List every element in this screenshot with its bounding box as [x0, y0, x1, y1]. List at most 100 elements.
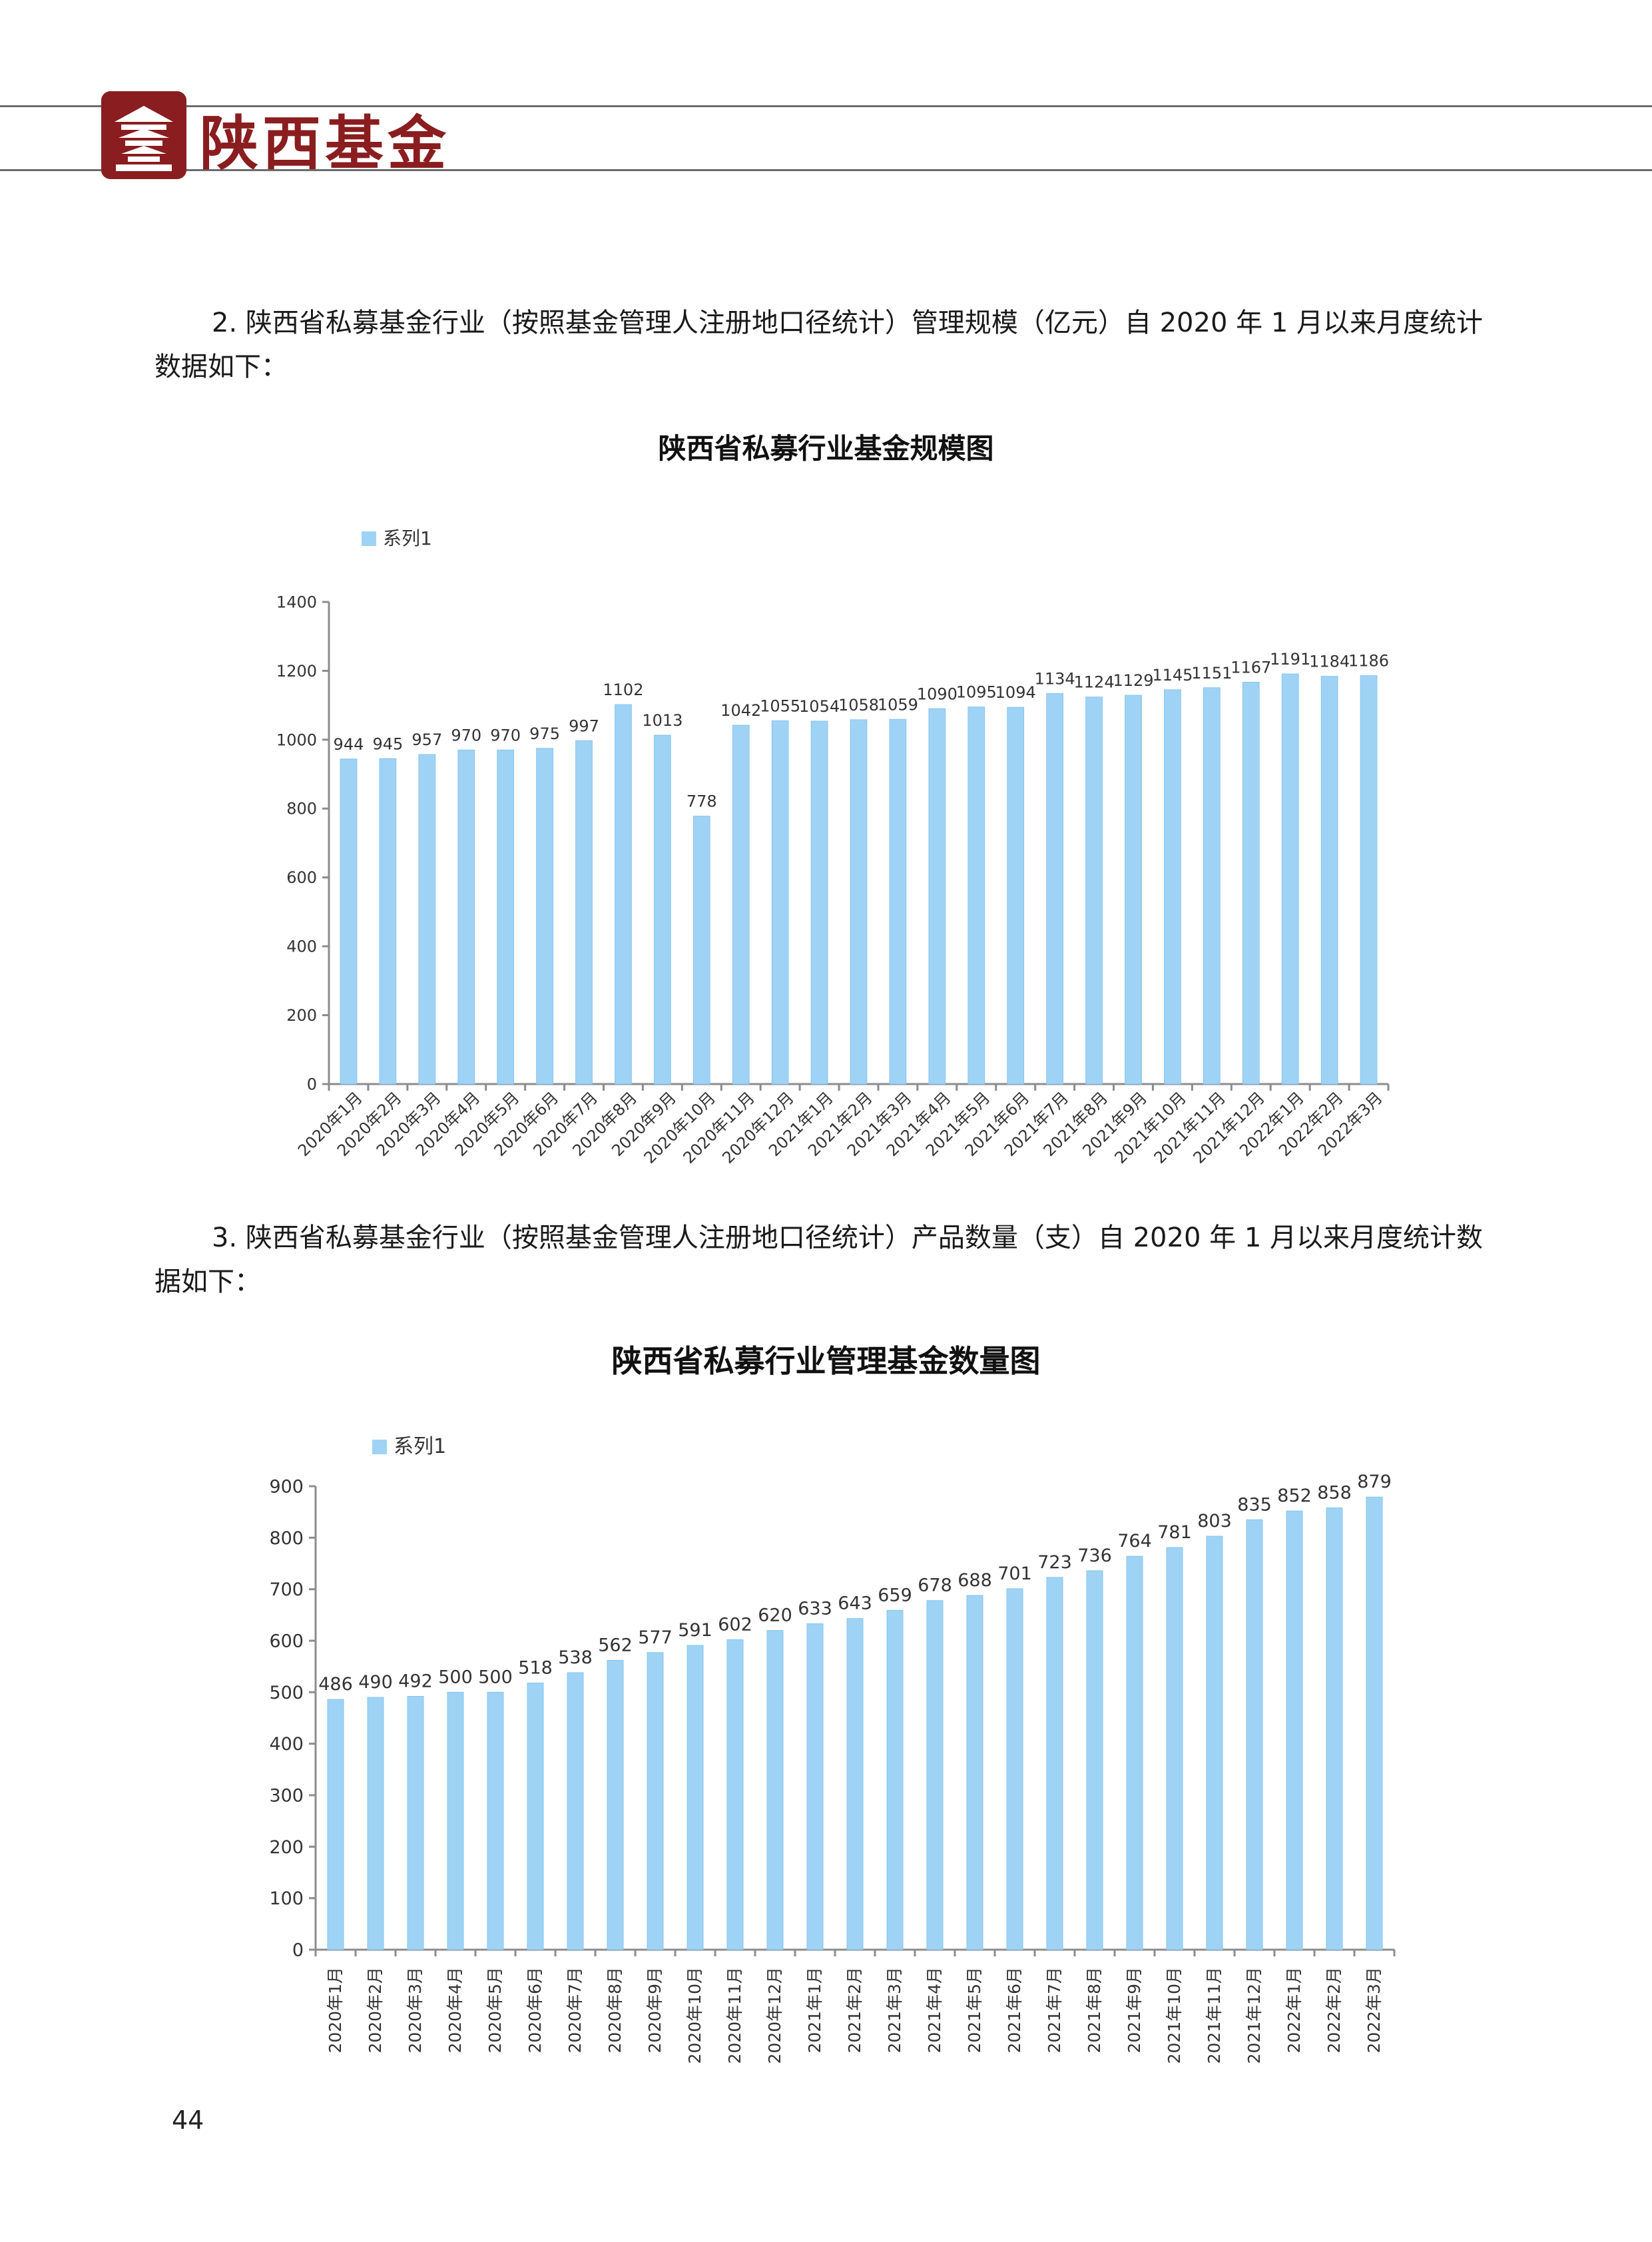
data-label: 490: [358, 1672, 393, 1693]
bar: [1360, 675, 1378, 1085]
bar: [846, 1618, 864, 1950]
bar: [1125, 695, 1142, 1085]
data-label: 500: [438, 1667, 473, 1687]
bar: [653, 734, 671, 1085]
data-label: 970: [451, 726, 481, 744]
data-label: 1167: [1231, 658, 1271, 677]
y-tick-label: 800: [286, 800, 317, 818]
data-label: 486: [318, 1674, 353, 1695]
data-label: 1013: [642, 711, 683, 730]
brand-name: 陕西基金: [200, 109, 451, 178]
header-rule-bottom: [0, 169, 1652, 171]
data-label: 778: [687, 792, 717, 811]
data-label: 538: [558, 1647, 593, 1668]
paragraph-product-count: 3. 陕西省私募基金行业（按照基金管理人注册地口径统计）产品数量（支）自 202…: [154, 1223, 1483, 1297]
data-label: 1129: [1113, 671, 1153, 690]
category-label: 2021年10月: [1165, 1967, 1184, 2064]
brand-logo: [101, 91, 186, 179]
bar: [575, 740, 593, 1085]
category-label: 2021年11月: [1205, 1967, 1224, 2064]
category-label: 2022年1月: [1284, 1967, 1304, 2054]
bar: [487, 1691, 504, 1950]
bar: [771, 720, 789, 1085]
data-label: 492: [398, 1671, 433, 1692]
data-label: 1058: [838, 696, 879, 714]
bar: [1281, 673, 1299, 1085]
y-tick-label: 100: [269, 1888, 304, 1909]
bar: [607, 1659, 624, 1950]
chart1-title: 陕西省私募行业基金规模图: [658, 432, 994, 465]
data-label: 944: [334, 735, 364, 754]
data-label: 678: [918, 1575, 952, 1596]
data-label: 602: [718, 1614, 752, 1635]
category-label: 2020年9月: [645, 1967, 665, 2054]
pagoda-icon: [101, 91, 186, 179]
category-label: 2021年6月: [1005, 1967, 1024, 2054]
bar: [1320, 676, 1338, 1085]
bar: [1326, 1507, 1343, 1950]
bar: [647, 1652, 664, 1950]
bar: [886, 1609, 904, 1950]
bar: [966, 1595, 983, 1950]
y-tick-label: 0: [292, 1940, 304, 1960]
fund-count-chart: 系列1 0 100 200 300 400 500 600 700 800 900 486 2020年1…: [269, 1435, 1396, 2064]
bar: [1203, 687, 1221, 1085]
bar: [1085, 697, 1103, 1085]
data-label: 1094: [995, 683, 1036, 702]
data-label: 1184: [1309, 653, 1350, 671]
bar: [967, 706, 985, 1085]
category-label: 2021年7月: [1045, 1967, 1064, 2054]
data-label: 1059: [878, 695, 918, 714]
bar: [418, 754, 436, 1085]
data-label: 620: [758, 1605, 792, 1626]
data-label: 1151: [1191, 664, 1232, 683]
category-label: 2021年2月: [845, 1967, 864, 2054]
bar: [1086, 1570, 1103, 1950]
data-label: 1054: [799, 697, 840, 716]
data-label: 1134: [1035, 670, 1075, 689]
bar: [928, 708, 946, 1085]
data-label: 879: [1357, 1472, 1392, 1492]
data-label: 1095: [956, 683, 997, 702]
category-label: 2020年12月: [765, 1967, 784, 2064]
category-label: 2020年5月: [485, 1967, 505, 2054]
y-tick-label: 600: [286, 868, 317, 887]
y-tick-label: 400: [286, 938, 317, 956]
category-label: 2020年7月: [565, 1967, 585, 2054]
bar: [810, 720, 828, 1085]
legend-swatch: [372, 1440, 387, 1454]
bar: [407, 1696, 424, 1950]
bar: [1164, 689, 1181, 1085]
bar: [889, 718, 907, 1085]
y-tick-label: 500: [269, 1683, 304, 1703]
bar: [1007, 706, 1025, 1085]
data-label: 500: [478, 1667, 513, 1687]
category-label: 2020年1月: [326, 1967, 345, 2054]
bar: [327, 1699, 344, 1950]
category-label: 2020年2月: [366, 1967, 385, 2054]
data-label: 1186: [1348, 652, 1389, 671]
data-label: 1191: [1270, 650, 1310, 669]
bar: [1206, 1536, 1223, 1950]
bar: [1166, 1547, 1183, 1950]
data-label: 633: [798, 1598, 832, 1619]
category-label: 2021年8月: [1085, 1967, 1104, 2054]
data-label: 1042: [720, 701, 761, 720]
y-tick-label: 300: [269, 1785, 304, 1806]
bar: [447, 1691, 464, 1950]
y-tick-label: 600: [269, 1631, 304, 1651]
data-label: 945: [372, 734, 403, 753]
bar: [692, 816, 710, 1085]
data-label: 997: [569, 716, 599, 735]
bar: [567, 1672, 584, 1950]
data-label: 957: [412, 730, 442, 749]
bar: [527, 1682, 544, 1950]
bar: [850, 719, 868, 1085]
y-tick-label: 1400: [276, 593, 317, 611]
data-label: 1124: [1074, 673, 1115, 692]
bar: [806, 1623, 824, 1950]
y-tick-label: 800: [269, 1528, 304, 1549]
data-label: 970: [490, 726, 521, 744]
y-tick-label: 200: [269, 1837, 304, 1858]
data-label: 764: [1117, 1531, 1152, 1551]
